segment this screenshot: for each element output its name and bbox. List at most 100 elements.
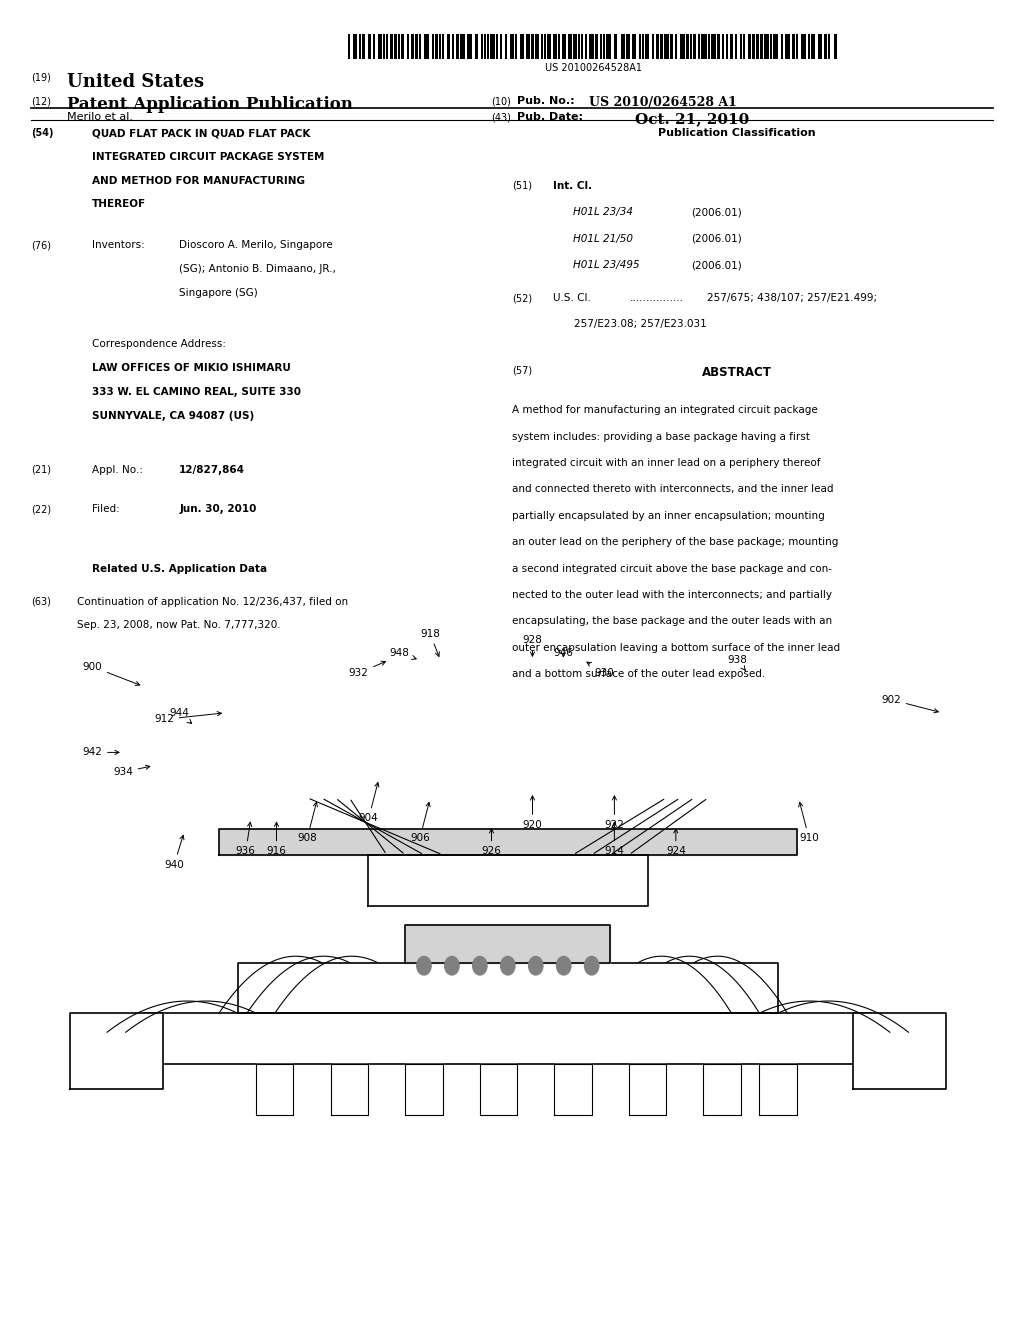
Bar — [456, 34, 459, 59]
Text: 900: 900 — [82, 661, 139, 685]
Bar — [717, 34, 720, 59]
Text: 920: 920 — [522, 796, 543, 830]
Polygon shape — [368, 855, 647, 906]
Bar — [490, 34, 495, 59]
Text: United States: United States — [67, 73, 204, 91]
Bar — [394, 34, 397, 59]
Bar — [541, 34, 543, 59]
Bar — [359, 34, 361, 59]
Text: A method for manufacturing an integrated circuit package: A method for manufacturing an integrated… — [512, 405, 818, 416]
Text: Pub. No.:: Pub. No.: — [517, 96, 574, 107]
Bar — [828, 34, 830, 59]
Text: THEREOF: THEREOF — [92, 199, 146, 210]
Bar — [808, 34, 810, 59]
Text: (12): (12) — [31, 96, 51, 107]
Text: 938: 938 — [727, 655, 748, 671]
Text: Int. Cl.: Int. Cl. — [553, 181, 592, 191]
Bar — [740, 34, 742, 59]
Text: 930: 930 — [587, 663, 614, 678]
Text: 12/827,864: 12/827,864 — [179, 465, 245, 475]
Bar — [600, 34, 602, 59]
Text: and a bottom surface of the outer lead exposed.: and a bottom surface of the outer lead e… — [512, 669, 765, 680]
Polygon shape — [406, 1064, 442, 1114]
Bar — [447, 34, 450, 59]
Circle shape — [557, 957, 571, 975]
Bar — [693, 34, 696, 59]
Bar — [664, 34, 669, 59]
Text: US 20100264528A1: US 20100264528A1 — [546, 63, 642, 74]
Text: 922: 922 — [604, 796, 625, 830]
Polygon shape — [760, 1064, 797, 1114]
Bar — [386, 34, 388, 59]
Bar — [487, 34, 489, 59]
Text: Oct. 21, 2010: Oct. 21, 2010 — [635, 112, 750, 127]
Text: system includes: providing a base package having a first: system includes: providing a base packag… — [512, 432, 810, 442]
Text: 924: 924 — [666, 829, 686, 857]
Bar — [435, 34, 438, 59]
Bar — [781, 34, 783, 59]
Text: (2006.01): (2006.01) — [691, 234, 742, 244]
Bar — [475, 34, 478, 59]
Bar — [535, 34, 539, 59]
Text: Appl. No.:: Appl. No.: — [92, 465, 143, 475]
Bar — [415, 34, 418, 59]
Text: 914: 914 — [604, 822, 625, 857]
Bar — [785, 34, 790, 59]
Bar — [411, 34, 414, 59]
Text: 942: 942 — [82, 747, 119, 758]
Text: (52): (52) — [512, 293, 532, 304]
Text: 946: 946 — [553, 648, 573, 659]
Circle shape — [444, 957, 459, 975]
Bar — [460, 34, 465, 59]
Circle shape — [528, 957, 543, 975]
Circle shape — [585, 957, 599, 975]
Bar — [558, 34, 560, 59]
Bar — [796, 34, 798, 59]
Bar — [773, 34, 778, 59]
Text: H01L 23/495: H01L 23/495 — [573, 260, 640, 271]
Bar — [726, 34, 728, 59]
Text: 916: 916 — [266, 822, 287, 857]
Text: a second integrated circuit above the base package and con-: a second integrated circuit above the ba… — [512, 564, 831, 574]
Text: AND METHOD FOR MANUFACTURING: AND METHOD FOR MANUFACTURING — [92, 176, 305, 186]
Text: Pub. Date:: Pub. Date: — [517, 112, 583, 123]
Bar — [500, 34, 502, 59]
Bar — [401, 34, 404, 59]
Bar — [708, 34, 710, 59]
Bar — [373, 34, 375, 59]
Bar — [432, 34, 434, 59]
Bar — [614, 34, 617, 59]
Text: (63): (63) — [31, 597, 50, 607]
Text: Publication Classification: Publication Classification — [658, 128, 816, 139]
Circle shape — [501, 957, 515, 975]
Bar — [531, 34, 534, 59]
Bar — [652, 34, 654, 59]
Text: U.S. Cl.: U.S. Cl. — [553, 293, 591, 304]
Bar — [547, 34, 551, 59]
Bar — [526, 34, 530, 59]
Circle shape — [417, 957, 431, 975]
Text: LAW OFFICES OF MIKIO ISHIMARU: LAW OFFICES OF MIKIO ISHIMARU — [92, 363, 291, 374]
Bar — [722, 34, 724, 59]
Bar — [680, 34, 685, 59]
Bar — [698, 34, 700, 59]
Text: (2006.01): (2006.01) — [691, 207, 742, 218]
Text: 940: 940 — [164, 836, 184, 870]
Bar — [595, 34, 598, 59]
Text: US 2010/0264528 A1: US 2010/0264528 A1 — [589, 96, 736, 110]
Bar — [834, 34, 837, 59]
Text: 944: 944 — [169, 708, 191, 723]
Bar — [581, 34, 583, 59]
Text: 902: 902 — [881, 694, 938, 713]
Text: Continuation of application No. 12/236,437, filed on: Continuation of application No. 12/236,4… — [77, 597, 348, 607]
Bar — [770, 34, 772, 59]
Text: 932: 932 — [348, 661, 386, 678]
Text: Inventors:: Inventors: — [92, 240, 145, 251]
Text: 912: 912 — [154, 711, 221, 725]
Bar — [484, 34, 486, 59]
Text: 908: 908 — [297, 803, 317, 843]
Bar — [424, 34, 429, 59]
Bar — [656, 34, 659, 59]
Text: 257/675; 438/107; 257/E21.499;: 257/675; 438/107; 257/E21.499; — [707, 293, 877, 304]
Bar — [670, 34, 673, 59]
